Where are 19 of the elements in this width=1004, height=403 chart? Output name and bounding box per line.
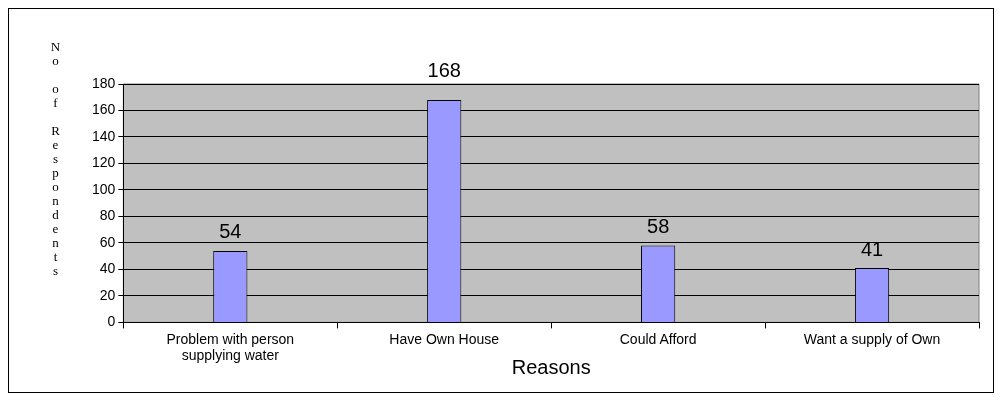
y-tick-label: 120 bbox=[92, 154, 116, 171]
x-tick-label: Have Own House bbox=[389, 330, 500, 347]
y-tick-label: 80 bbox=[99, 207, 116, 224]
x-tick-label: Could Afford bbox=[619, 330, 697, 347]
y-tick-label: 60 bbox=[99, 233, 116, 250]
data-label: 54 bbox=[219, 220, 242, 243]
y-tick-label: 180 bbox=[92, 74, 116, 91]
y-tick-label: 0 bbox=[107, 313, 116, 330]
y-tick-label: 100 bbox=[92, 180, 116, 197]
data-label: 168 bbox=[427, 58, 461, 81]
x-tick-label: Want a supply of Own bbox=[803, 330, 941, 347]
data-label: 58 bbox=[647, 215, 670, 238]
y-tick-label: 140 bbox=[92, 127, 116, 144]
x-tick-label: Problem with person supplying water bbox=[166, 330, 295, 364]
y-axis-title: No of Respondents bbox=[48, 39, 63, 277]
y-tick-label: 160 bbox=[92, 101, 116, 118]
y-tick-label: 40 bbox=[99, 260, 116, 277]
y-tick-label: 20 bbox=[99, 286, 116, 303]
x-axis-title: Reasons bbox=[511, 355, 591, 378]
